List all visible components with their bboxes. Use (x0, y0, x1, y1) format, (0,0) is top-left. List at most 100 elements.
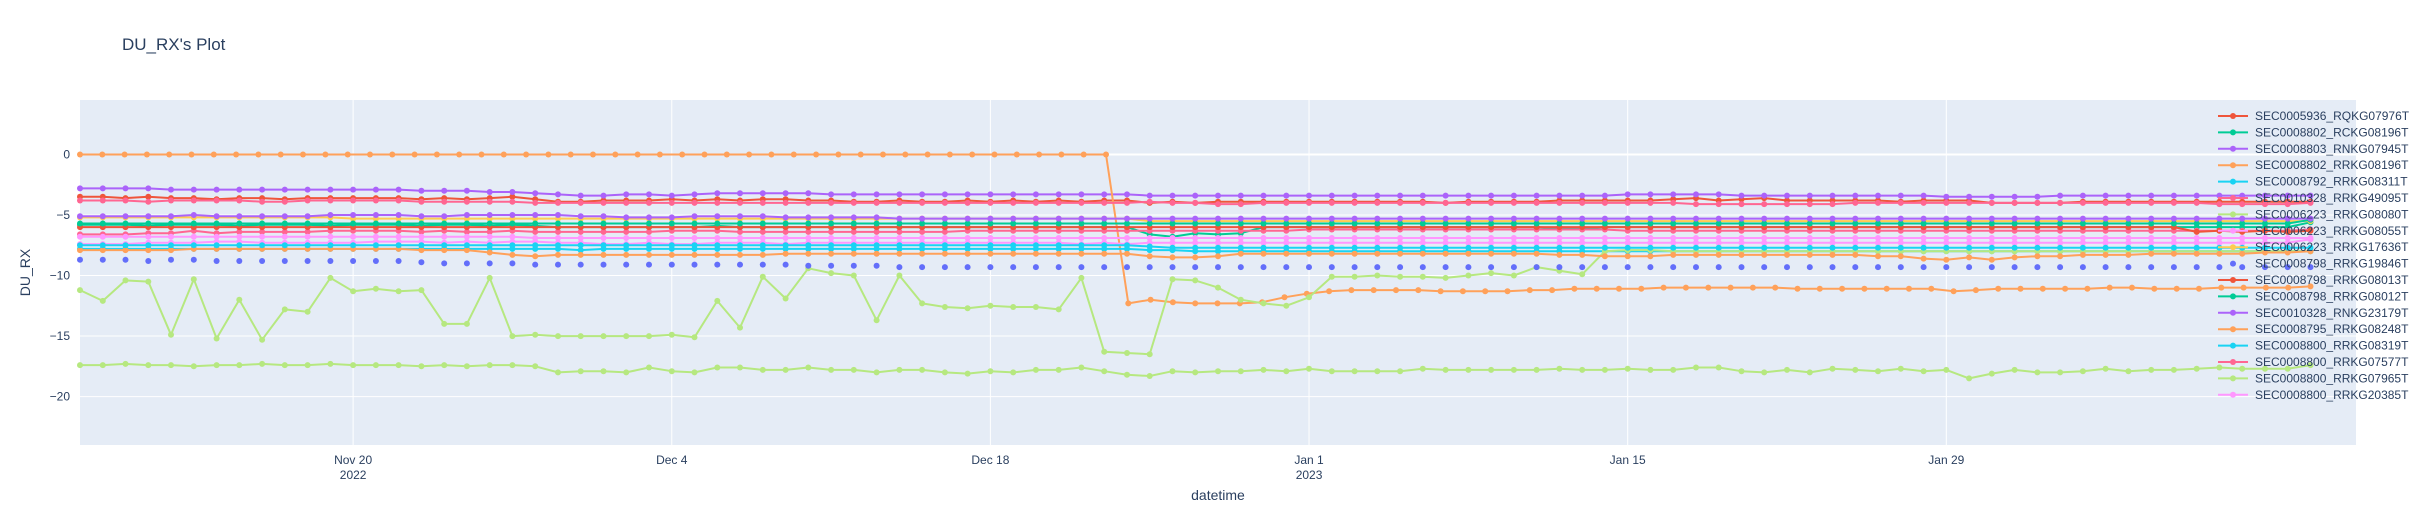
data-point (121, 151, 128, 158)
data-point (987, 215, 994, 222)
data-point (350, 186, 357, 193)
data-point (1488, 250, 1495, 257)
data-point (2170, 244, 2177, 251)
data-point (190, 276, 197, 283)
legend-item[interactable]: SEC0006223_RRKG08080T (2218, 207, 2409, 221)
data-point (600, 235, 607, 241)
data-point (2011, 220, 2018, 227)
data-point (2284, 249, 2291, 256)
data-point (2148, 264, 2155, 271)
legend-item[interactable]: SEC0006223_RRKG17636T (2218, 240, 2409, 254)
data-point (759, 199, 766, 206)
legend-item[interactable]: SEC0008798_RRKG08012T (2218, 289, 2409, 303)
data-point (1055, 235, 1062, 241)
data-point (714, 199, 721, 206)
data-point (1920, 199, 1927, 206)
legend-item[interactable]: SEC0005936_RQKG07976T (2218, 109, 2410, 123)
data-point (2216, 364, 2223, 371)
data-point (1397, 264, 1404, 271)
data-point (1943, 244, 1950, 251)
legend-item[interactable]: SEC0008792_RRKG08311T (2218, 175, 2408, 189)
data-point (737, 364, 743, 371)
data-point (1459, 288, 1466, 295)
data-point (1693, 220, 1699, 227)
data-point (873, 242, 880, 249)
data-point (1624, 191, 1631, 198)
data-point (714, 220, 721, 227)
data-point (2284, 228, 2291, 235)
data-point (463, 260, 470, 267)
data-point (1647, 239, 1654, 246)
legend-item[interactable]: SEC0008800_RRKG20385T (2218, 388, 2409, 402)
legend-item[interactable]: SEC0008798_RRKG19846T (2230, 257, 2409, 271)
data-point (532, 190, 539, 197)
data-point (850, 220, 857, 227)
legend-item[interactable]: SEC0010328_RRKG49095T (2218, 191, 2409, 205)
legend-marker (2230, 342, 2236, 349)
data-point (668, 220, 675, 227)
data-point (1875, 215, 1881, 222)
data-point (1169, 215, 1176, 222)
legend-label: SEC0008800_RRKG20385T (2255, 388, 2409, 402)
data-point (1488, 235, 1495, 241)
data-point (1510, 244, 1517, 251)
data-point (941, 228, 948, 235)
data-point (782, 250, 789, 257)
legend-item[interactable]: SEC0008802_RRKG08196T (2218, 158, 2409, 172)
data-point (1670, 366, 1677, 373)
legend-item[interactable]: SEC0008800_RRKG07577T (2218, 355, 2409, 369)
data-point (555, 220, 561, 227)
legend-item[interactable]: SEC0010328_RNKG23179T (2218, 306, 2409, 320)
data-point (1465, 192, 1472, 199)
legend-item[interactable]: SEC0008802_RCKG08196T (2218, 125, 2409, 139)
legend-item[interactable]: SEC0008803_RNKG07945T (2218, 142, 2409, 156)
data-point (304, 213, 311, 220)
data-point (2079, 251, 2086, 258)
legend-item[interactable]: SEC0008795_RRKG08248T (2218, 322, 2409, 336)
data-point (782, 220, 789, 227)
legend-item[interactable]: SEC0008800_RRKG08319T (2218, 339, 2409, 353)
legend[interactable]: SEC0005936_RQKG07976T SEC0008802_RCKG0819… (2218, 109, 2410, 402)
data-point (1101, 191, 1108, 198)
data-point (2284, 192, 2291, 199)
data-point (99, 242, 106, 249)
data-point (259, 233, 266, 240)
data-point (236, 213, 243, 220)
data-point (99, 233, 106, 240)
data-point (532, 261, 539, 268)
legend-item[interactable]: SEC0006223_RRKG08055T (2218, 224, 2409, 238)
data-point (523, 151, 530, 158)
data-point (646, 214, 652, 221)
data-point (555, 212, 561, 218)
data-point (99, 362, 106, 369)
data-point (850, 272, 857, 279)
data-point (1010, 369, 1017, 376)
data-point (327, 258, 334, 264)
data-point (281, 213, 288, 220)
data-point (1192, 192, 1199, 199)
data-point (1715, 264, 1722, 271)
data-point (1784, 244, 1790, 251)
data-point (790, 151, 797, 158)
data-point (1943, 366, 1950, 373)
data-point (2102, 239, 2109, 246)
data-point (1624, 264, 1631, 271)
legend-marker (2230, 391, 2236, 398)
data-point (1215, 235, 1221, 241)
data-point (2011, 199, 2018, 206)
y-axis-title: DU_RX (17, 248, 33, 296)
data-point (646, 199, 652, 206)
data-point (2170, 366, 2177, 373)
data-point (1761, 239, 1768, 246)
data-point (532, 242, 539, 249)
legend-item[interactable]: SEC0008798_RRKG08013T (2218, 273, 2409, 287)
data-point (600, 368, 607, 375)
data-point (1124, 191, 1130, 198)
data-point (1829, 201, 1836, 208)
legend-item[interactable]: SEC0008800_RRKG07965T (2218, 371, 2409, 385)
data-point (668, 214, 675, 221)
data-point (1169, 220, 1176, 227)
data-point (1192, 369, 1199, 376)
data-point (1351, 264, 1358, 271)
data-point (828, 220, 835, 227)
